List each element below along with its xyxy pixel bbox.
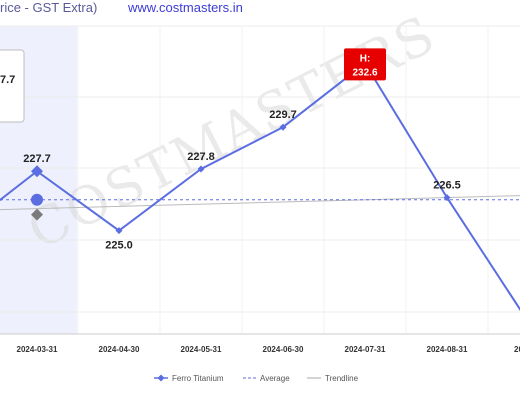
- series-line-ferro-titanium: [0, 61, 520, 312]
- data-label-2024-08-31: 226.5: [433, 180, 461, 192]
- legend-item-trendline[interactable]: Trendline: [307, 374, 359, 383]
- data-point-2024-04-30: [115, 227, 123, 235]
- hover-trendline-point: [31, 208, 43, 221]
- x-tick-2024-07-31: 2024-07-31: [345, 345, 386, 354]
- tooltip-box: [0, 49, 25, 123]
- tooltip-value: 7.7: [0, 74, 15, 86]
- data-label-2024-06-30: 229.7: [269, 109, 297, 121]
- data-label-2024-04-30: 225.0: [105, 240, 133, 252]
- x-tick-2024-: 2024-: [514, 345, 520, 354]
- legend-swatch-marker: [157, 374, 165, 382]
- high-label: H: 232.6: [344, 48, 386, 81]
- x-tick-2024-06-30: 2024-06-30: [263, 345, 304, 354]
- hover-average-point: [31, 193, 43, 206]
- data-point-2024-03-31: [31, 165, 43, 178]
- x-tick-2024-08-31: 2024-08-31: [427, 345, 468, 354]
- grid: [0, 25, 520, 334]
- data-labels: 227.7 225.0 227.8 229.7 226.5: [23, 109, 461, 251]
- legend-item-ferro-titanium[interactable]: Ferro Titanium: [154, 374, 224, 383]
- legend-label-average: Average: [260, 374, 290, 383]
- high-label-title: H:: [360, 53, 371, 64]
- watermark: COSTMASTERS: [19, 4, 446, 261]
- legend-label-ferro-titanium: Ferro Titanium: [172, 374, 224, 383]
- data-label-2024-05-31: 227.8: [187, 151, 215, 163]
- high-label-box: [344, 48, 386, 81]
- x-axis-ticks: 2024-03-31 2024-04-30 2024-05-31 2024-06-30…: [17, 345, 520, 354]
- data-point-2024-06-30: [279, 123, 287, 131]
- tooltip: 7.7: [0, 49, 25, 123]
- trendline: [0, 195, 520, 211]
- site-link[interactable]: www.costmasters.in: [127, 0, 243, 15]
- legend-label-trendline: Trendline: [325, 374, 359, 383]
- data-point-2024-05-31: [197, 165, 205, 173]
- legend: Ferro Titanium Average Trendline: [154, 374, 359, 383]
- x-tick-2024-04-30: 2024-04-30: [99, 345, 140, 354]
- x-tick-2024-03-31: 2024-03-31: [17, 345, 58, 354]
- data-label-2024-03-31: 227.7: [23, 153, 51, 165]
- legend-item-average[interactable]: Average: [243, 374, 290, 383]
- data-point-2024-08-31: [443, 194, 451, 202]
- x-tick-2024-05-31: 2024-05-31: [181, 345, 222, 354]
- high-label-value: 232.6: [352, 67, 377, 78]
- chart-title-fragment: rice - GST Extra): [0, 0, 97, 15]
